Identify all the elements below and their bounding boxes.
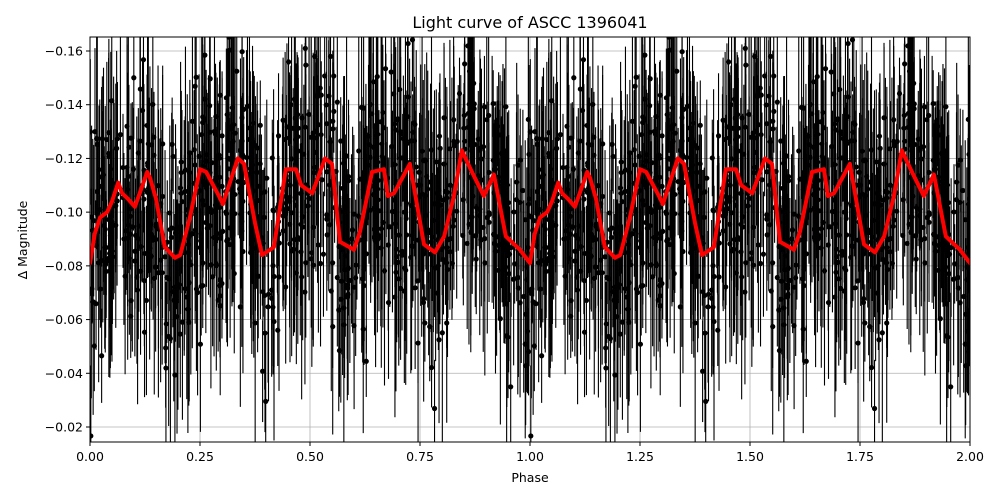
x-tick-label: 0.50	[296, 449, 324, 464]
x-tick-label: 1.25	[626, 449, 654, 464]
y-tick-label: −0.16	[45, 44, 83, 59]
x-axis-label: Phase	[511, 470, 549, 485]
y-tick-label: −0.12	[45, 151, 83, 166]
y-axis-ticks: −0.16 −0.14 −0.12 −0.10 −0.08 −0.06 −0.04 −0.02	[45, 44, 90, 435]
y-tick-label: −0.14	[45, 97, 83, 112]
model-line	[90, 148, 970, 266]
x-tick-label: 1.75	[846, 449, 874, 464]
y-tick-label: −0.06	[45, 312, 83, 327]
model-curve	[90, 148, 970, 266]
x-tick-label: 1.00	[516, 449, 544, 464]
y-axis-label: Δ Magnitude	[15, 200, 30, 279]
x-tick-label: 0.00	[76, 449, 104, 464]
x-tick-label: 0.75	[406, 449, 434, 464]
y-tick-label: −0.04	[45, 366, 83, 381]
chart-title: Light curve of ASCC 1396041	[412, 13, 647, 32]
x-axis-ticks: 0.00 0.25 0.50 0.75 1.00 1.25 1.50 1.75 2.00	[76, 442, 984, 464]
observation-errorbars	[90, 37, 970, 442]
y-tick-label: −0.08	[45, 258, 83, 273]
y-tick-label: −0.02	[45, 420, 83, 435]
x-tick-label: 0.25	[186, 449, 214, 464]
x-tick-label: 1.50	[736, 449, 764, 464]
y-tick-label: −0.10	[45, 205, 83, 220]
x-tick-label: 2.00	[956, 449, 984, 464]
